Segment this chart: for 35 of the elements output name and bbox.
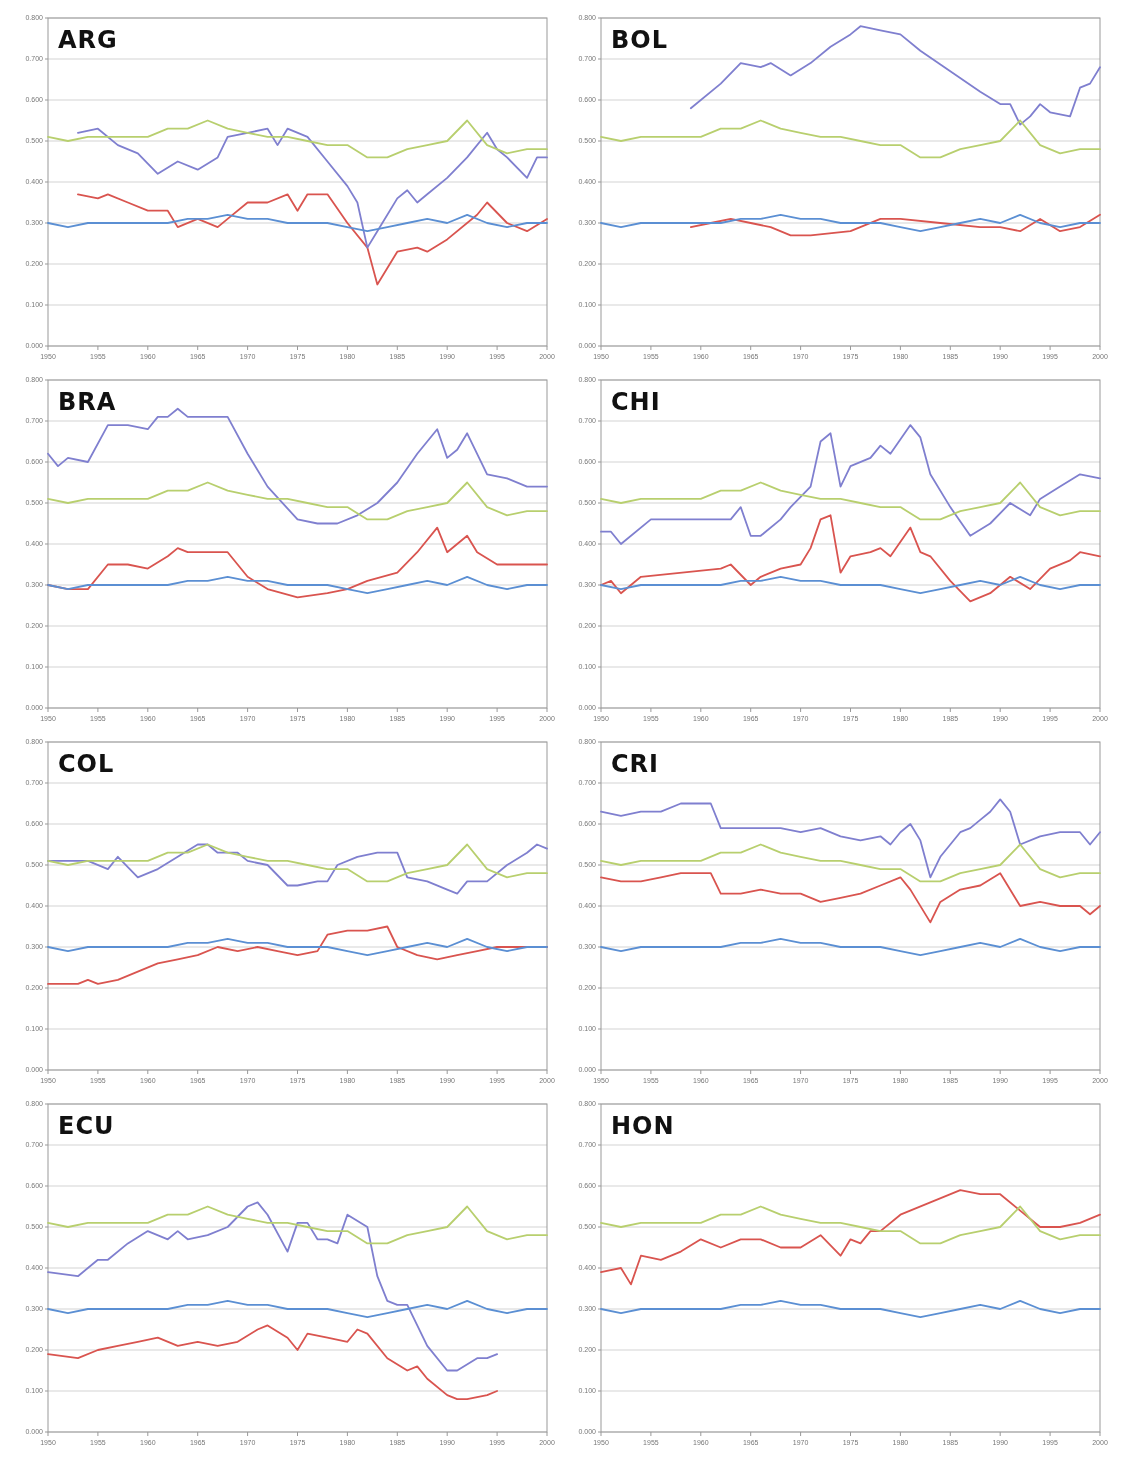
line-series [47,843,548,883]
line-series [47,1299,548,1319]
line-series [47,1205,548,1245]
chart-title: BOL [611,26,668,54]
line-series [600,575,1101,595]
line-series [600,1205,1101,1245]
line-series [600,872,1101,924]
line-series [600,1189,1101,1286]
chart-title: ECU [58,1112,115,1140]
chart-title: COL [58,750,115,778]
chart-title: BRA [58,388,117,416]
chart-title: CRI [611,750,660,778]
line-series [689,213,1101,237]
line-series [47,213,548,233]
line-series [77,193,548,286]
chart-title: ARG [58,26,118,54]
line-series [600,119,1101,159]
line-series [600,798,1101,879]
line-series [600,937,1101,957]
line-series [689,25,1101,126]
line-series [47,481,548,521]
line-series [600,424,1101,545]
line-series [47,119,548,159]
line-series [47,575,548,595]
line-series [600,213,1101,233]
line-series [77,127,548,249]
chart-title: CHI [611,388,661,416]
line-series [600,843,1101,883]
line-series [600,1299,1101,1319]
line-series [47,937,548,957]
line-series [47,1324,498,1401]
chart-title: HON [611,1112,675,1140]
line-series [47,1201,498,1372]
line-series [600,514,1101,603]
line-series [600,481,1101,521]
